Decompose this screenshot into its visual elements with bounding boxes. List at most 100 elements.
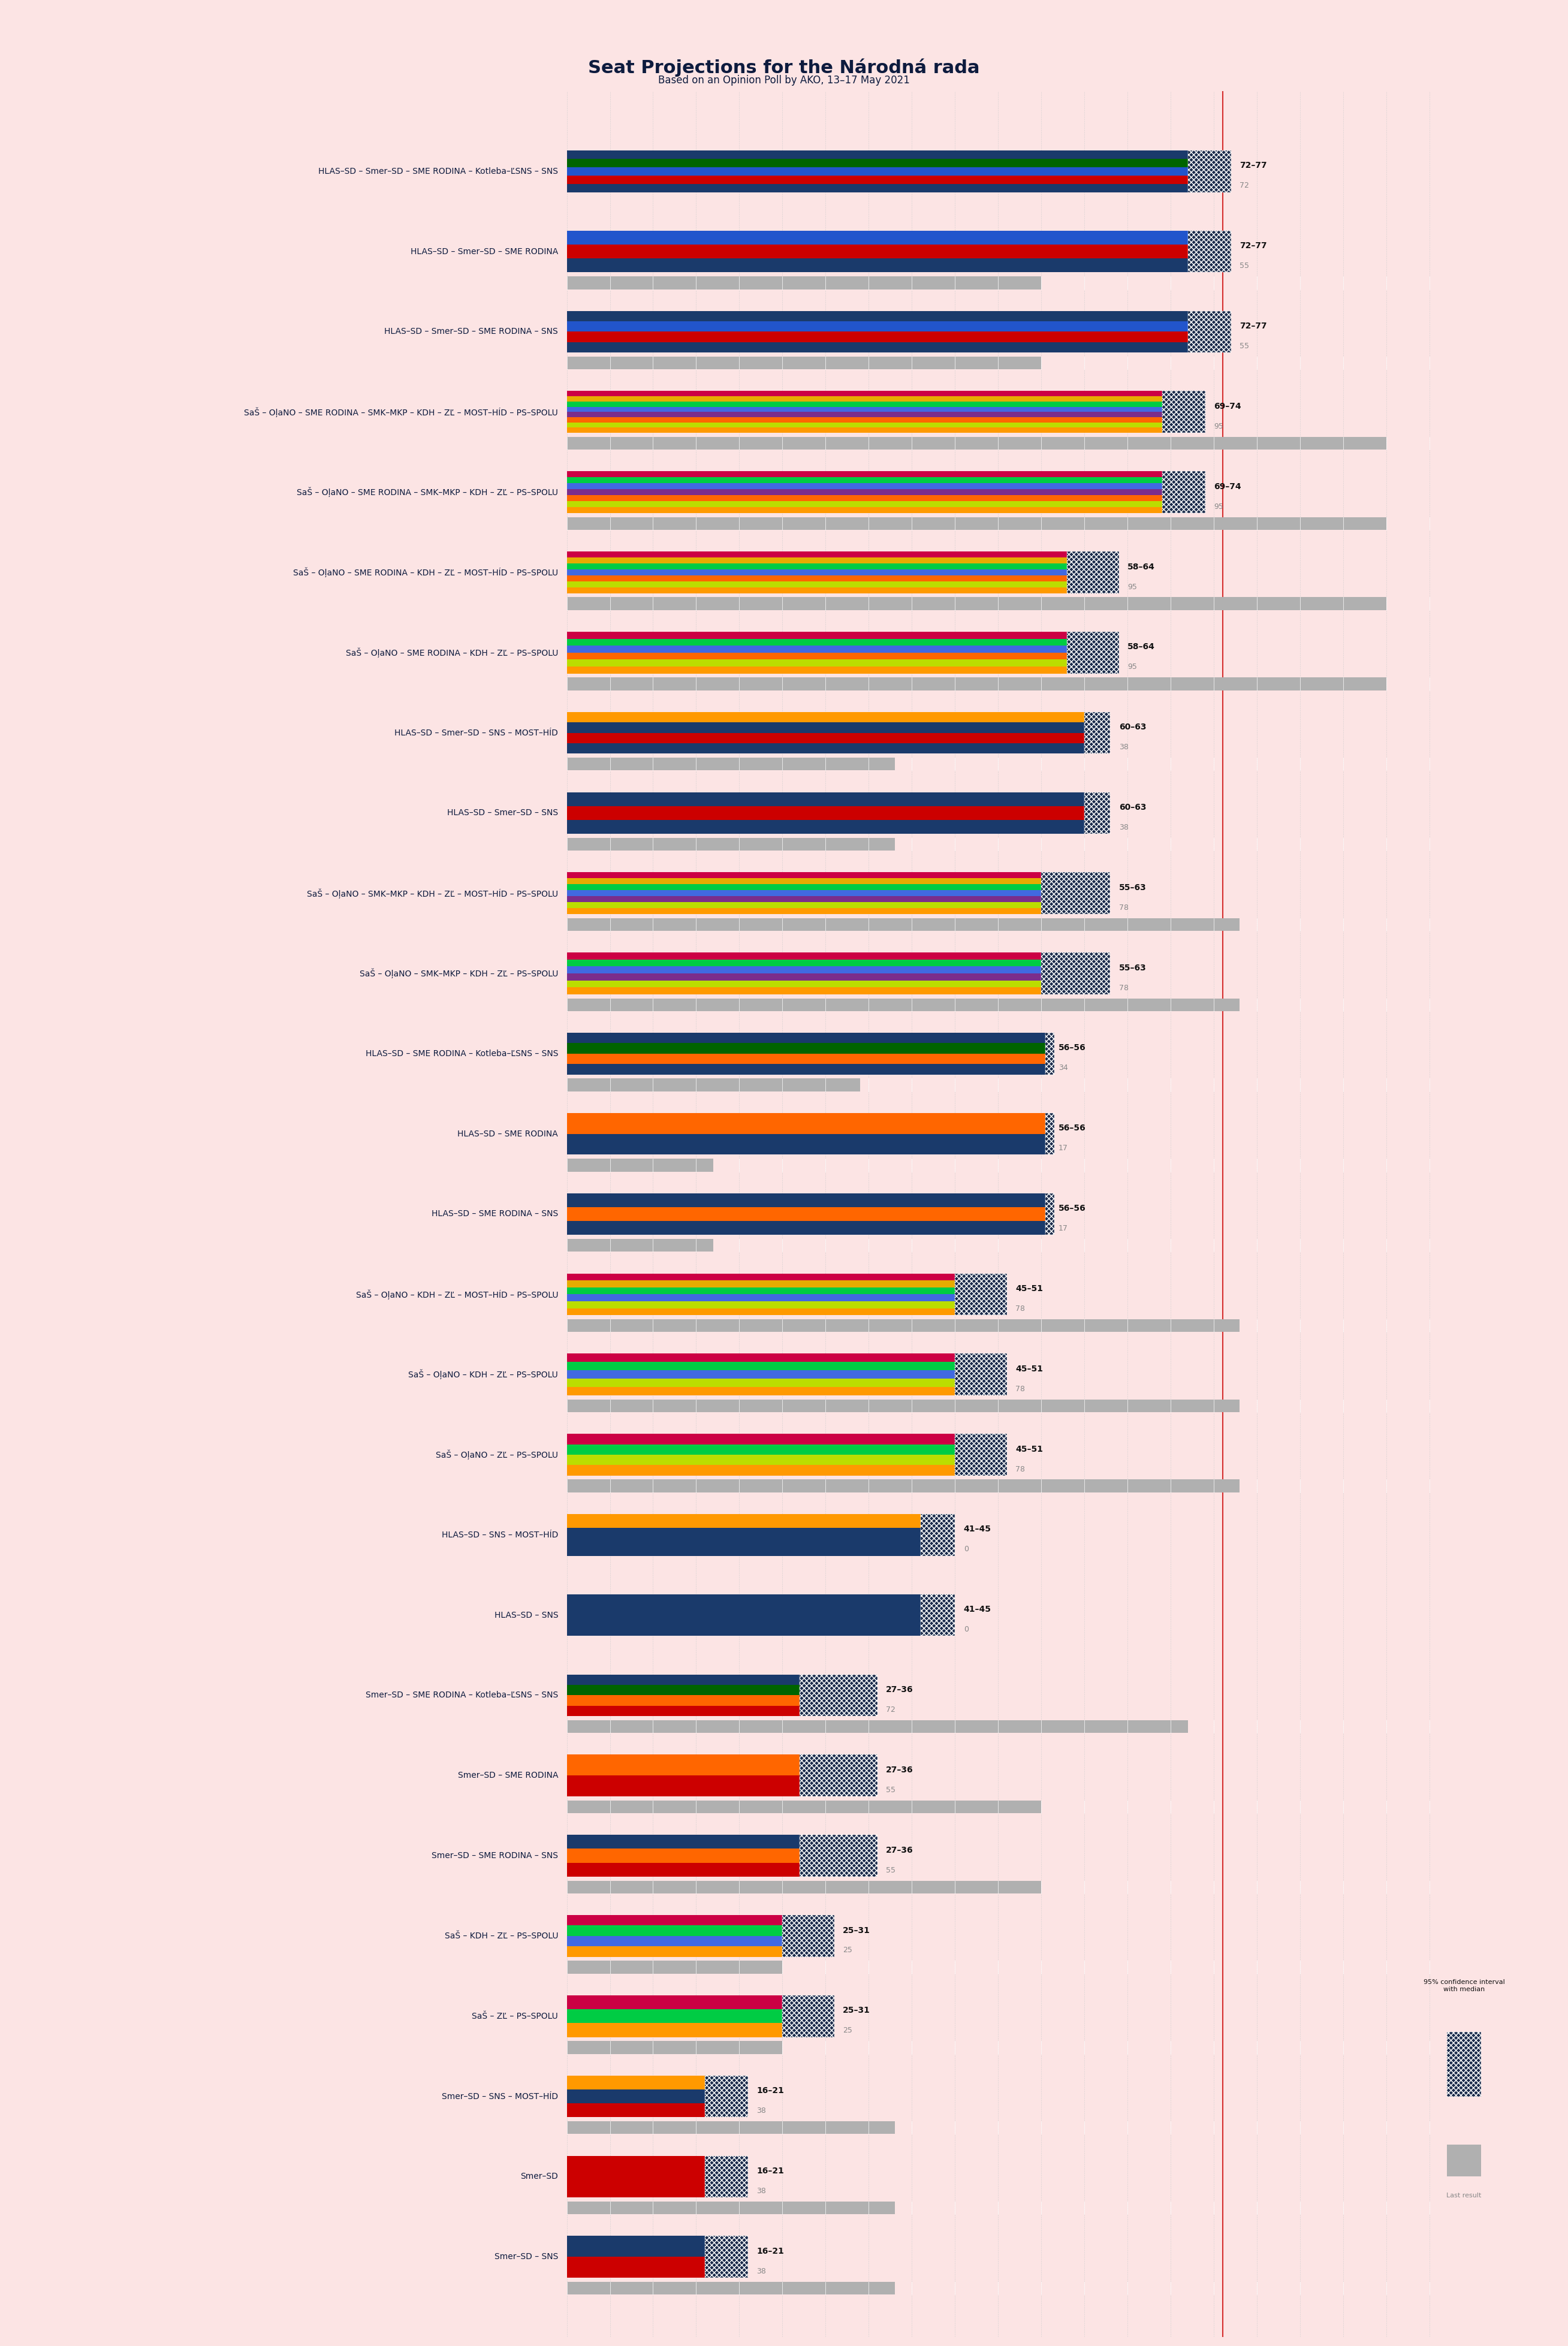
Text: 27–36: 27–36 [886, 1767, 913, 1774]
Text: 55: 55 [1240, 343, 1250, 350]
Bar [1046, 1194, 1054, 1234]
Bar [566, 1480, 1240, 1492]
Bar [566, 1696, 800, 1706]
Bar [566, 1706, 800, 1717]
Bar [566, 645, 1068, 652]
Bar [1189, 312, 1231, 352]
Bar [1447, 2032, 1482, 2097]
Bar [566, 392, 1162, 396]
Bar [566, 551, 1068, 558]
Text: Last result: Last result [1447, 2194, 1482, 2198]
Bar [566, 967, 1041, 974]
Bar [920, 1595, 955, 1635]
Bar [566, 952, 1041, 960]
Text: 72: 72 [886, 1706, 895, 1713]
Bar [566, 413, 1162, 418]
Bar [566, 1220, 1051, 1234]
Bar [566, 723, 1085, 732]
Text: HLAS–SD – Smer–SD – SNS – MOST–HÍD: HLAS–SD – Smer–SD – SNS – MOST–HÍD [395, 730, 558, 737]
Bar [1046, 1194, 1054, 1234]
Bar [704, 2236, 748, 2278]
Bar [1162, 472, 1206, 514]
Bar [920, 1513, 955, 1555]
Bar [566, 1386, 955, 1396]
Bar [782, 1996, 834, 2036]
Bar [1447, 2144, 1482, 2177]
Bar [566, 406, 1162, 413]
Text: SaŠ – OļaNO – SME RODINA – SMK–MKP – KDH – ZĽ – MOST–HÍD – PS–SPOLU: SaŠ – OļaNO – SME RODINA – SMK–MKP – KDH… [245, 406, 558, 418]
Text: HLAS–SD – SNS: HLAS–SD – SNS [494, 1612, 558, 1619]
Bar [566, 490, 1162, 495]
Text: 45–51: 45–51 [1016, 1445, 1043, 1452]
Bar [566, 401, 1162, 406]
Bar [1162, 392, 1206, 432]
Bar [566, 357, 1041, 368]
Text: HLAS–SD – SNS – MOST–HÍD: HLAS–SD – SNS – MOST–HÍD [442, 1530, 558, 1539]
Bar [566, 884, 1041, 889]
Bar [1046, 1032, 1054, 1074]
Bar [566, 1032, 1051, 1044]
Text: Based on an Opinion Poll by AKO, 13–17 May 2021: Based on an Opinion Poll by AKO, 13–17 M… [659, 75, 909, 87]
Text: HLAS–SD – Smer–SD – SNS: HLAS–SD – Smer–SD – SNS [447, 809, 558, 816]
Bar [566, 873, 1041, 877]
Text: 38: 38 [757, 2107, 767, 2114]
Bar [566, 343, 1189, 352]
Bar [566, 558, 1068, 563]
Text: SaŠ – OļaNO – KDH – ZĽ – MOST–HÍD – PS–SPOLU: SaŠ – OļaNO – KDH – ZĽ – MOST–HÍD – PS–S… [356, 1290, 558, 1300]
Text: 25–31: 25–31 [844, 1926, 870, 1935]
Bar [566, 1053, 1051, 1065]
Bar [782, 1914, 834, 1957]
Text: 27–36: 27–36 [886, 1846, 913, 1853]
Text: 60–63: 60–63 [1120, 723, 1146, 732]
Bar [566, 1194, 1051, 1208]
Bar [566, 1799, 1041, 1813]
Bar [1041, 873, 1110, 915]
Text: 25: 25 [844, 2027, 853, 2034]
Bar [566, 666, 1068, 673]
Bar [955, 1433, 1007, 1476]
Bar [1447, 2032, 1482, 2097]
Text: 55: 55 [886, 1867, 895, 1874]
Bar [566, 1044, 1051, 1053]
Bar [955, 1274, 1007, 1316]
Text: Smer–SD – SME RODINA: Smer–SD – SME RODINA [458, 1771, 558, 1781]
Bar [704, 2076, 748, 2116]
Text: Smer–SD – SNS: Smer–SD – SNS [494, 2252, 558, 2262]
Bar [800, 1755, 878, 1797]
Bar [566, 807, 1085, 821]
Bar [566, 1755, 800, 1776]
Text: Smer–SD – SME RODINA – Kotleba–ĽSNS – SNS: Smer–SD – SME RODINA – Kotleba–ĽSNS – SN… [365, 1691, 558, 1699]
Bar [1041, 952, 1110, 995]
Text: 45–51: 45–51 [1016, 1365, 1043, 1372]
Text: 56–56: 56–56 [1058, 1203, 1087, 1213]
Bar [566, 659, 1068, 666]
Bar [920, 1595, 955, 1635]
Bar [566, 427, 1162, 432]
Bar [566, 1881, 1041, 1893]
Text: 16–21: 16–21 [757, 2086, 784, 2095]
Bar [566, 516, 1386, 530]
Text: 58–64: 58–64 [1127, 643, 1156, 652]
Bar [566, 312, 1189, 321]
Bar [566, 1675, 800, 1684]
Text: SaŠ – OļaNO – ZĽ – PS–SPOLU: SaŠ – OļaNO – ZĽ – PS–SPOLU [436, 1450, 558, 1459]
Bar [566, 1274, 955, 1281]
Bar [566, 472, 1162, 476]
Bar [800, 1675, 878, 1717]
Text: 72–77: 72–77 [1240, 162, 1267, 169]
Bar [566, 244, 1189, 258]
Text: 78: 78 [1016, 1384, 1025, 1394]
Bar [1046, 1112, 1054, 1154]
Text: 72: 72 [1240, 183, 1250, 190]
Bar [1085, 793, 1110, 833]
Text: 78: 78 [1016, 1466, 1025, 1473]
Bar [1162, 392, 1206, 432]
Bar [1041, 873, 1110, 915]
Text: 25: 25 [844, 1947, 853, 1954]
Bar [566, 821, 1085, 833]
Bar [566, 1835, 800, 1849]
Bar [566, 908, 1041, 915]
Bar [566, 1935, 782, 1947]
Bar [920, 1513, 955, 1555]
Bar [1189, 312, 1231, 352]
